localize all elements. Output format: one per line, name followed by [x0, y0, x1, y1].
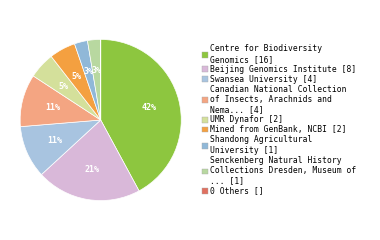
Wedge shape	[21, 120, 101, 174]
Text: 42%: 42%	[142, 103, 157, 112]
Wedge shape	[101, 39, 181, 191]
Wedge shape	[74, 41, 101, 120]
Text: 5%: 5%	[72, 72, 82, 81]
Text: 11%: 11%	[45, 103, 60, 112]
Wedge shape	[87, 39, 101, 120]
Wedge shape	[51, 44, 101, 120]
Text: 21%: 21%	[85, 165, 100, 174]
Wedge shape	[20, 76, 101, 127]
Wedge shape	[41, 120, 139, 201]
Text: 3%: 3%	[92, 66, 101, 75]
Wedge shape	[33, 56, 101, 120]
Text: 5%: 5%	[59, 82, 69, 91]
Text: 11%: 11%	[48, 136, 62, 144]
Text: 3%: 3%	[84, 67, 93, 76]
Legend: Centre for Biodiversity
Genomics [16], Beijing Genomics Institute [8], Swansea U: Centre for Biodiversity Genomics [16], B…	[202, 44, 358, 196]
